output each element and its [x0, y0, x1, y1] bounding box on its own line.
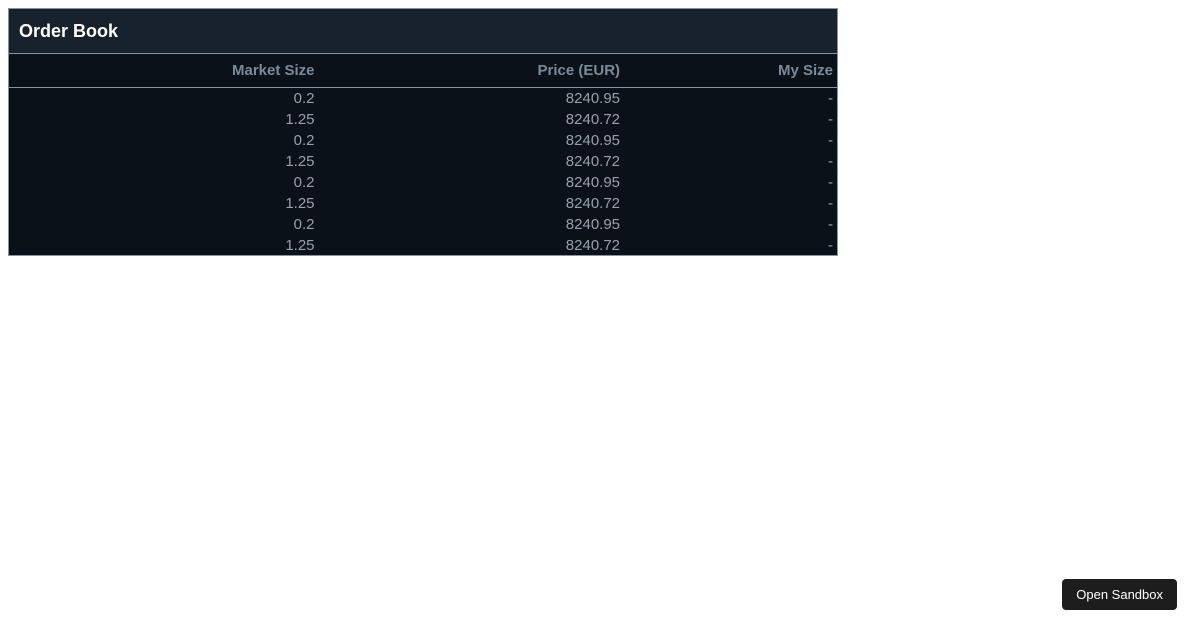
table-cell: -	[828, 237, 833, 254]
table-row: 0.2 8240.95 -	[9, 214, 837, 235]
table-cell: 8240.72	[565, 111, 621, 128]
table-cell: 8240.72	[565, 153, 621, 170]
table-cell: 1.25	[285, 111, 315, 128]
table-cell: 8240.95	[565, 216, 621, 233]
panel-header: Order Book	[9, 9, 837, 54]
table-cell: 1.25	[285, 237, 315, 254]
table-cell: 8240.95	[565, 90, 621, 107]
table-row: 0.2 8240.95 -	[9, 172, 837, 193]
page: Order Book Market Size Price (EUR) My Si…	[0, 0, 1200, 264]
table-row: 1.25 8240.72 -	[9, 109, 837, 130]
table-cell: 0.2	[293, 132, 315, 149]
table-cell: -	[828, 90, 833, 107]
table-cell: 1.25	[285, 195, 315, 212]
table-cell: -	[828, 174, 833, 191]
column-header-my-size: My Size	[624, 54, 837, 88]
table-cell: -	[828, 216, 833, 233]
table-row: 1.25 8240.72 -	[9, 235, 837, 255]
table-cell: 8240.72	[565, 237, 621, 254]
table-row: 0.2 8240.95 -	[9, 130, 837, 151]
column-header-market-size: Market Size	[9, 54, 319, 88]
column-header-price-eur: Price (EUR)	[318, 54, 625, 88]
table-cell: -	[828, 111, 833, 128]
order-book-rows: 0.2 8240.95 - 1.25 8240.72 - 0.2 8240.95 - 1.25 82…	[9, 88, 837, 256]
table-cell: 1.25	[285, 153, 315, 170]
order-book-table: Market Size Price (EUR) My Size 0.2 8240.…	[9, 54, 837, 256]
table-cell: 0.2	[293, 216, 315, 233]
table-cell: 8240.95	[565, 174, 621, 191]
table-cell: -	[828, 195, 833, 212]
table-cell: 0.2	[293, 90, 315, 107]
table-cell: -	[828, 153, 833, 170]
table-cell: 8240.72	[565, 195, 621, 212]
table-row: 0.2 8240.95 -	[9, 88, 837, 110]
panel-title: Order Book	[19, 21, 119, 41]
open-sandbox-button[interactable]: Open Sandbox	[1062, 579, 1177, 610]
order-book-panel: Order Book Market Size Price (EUR) My Si…	[8, 8, 838, 256]
table-header-row: Market Size Price (EUR) My Size	[9, 54, 837, 88]
table-cell: 0.2	[293, 174, 315, 191]
table-row: 1.25 8240.72 -	[9, 193, 837, 214]
table-row: 1.25 8240.72 -	[9, 151, 837, 172]
table-cell: 8240.95	[565, 132, 621, 149]
table-cell: -	[828, 132, 833, 149]
